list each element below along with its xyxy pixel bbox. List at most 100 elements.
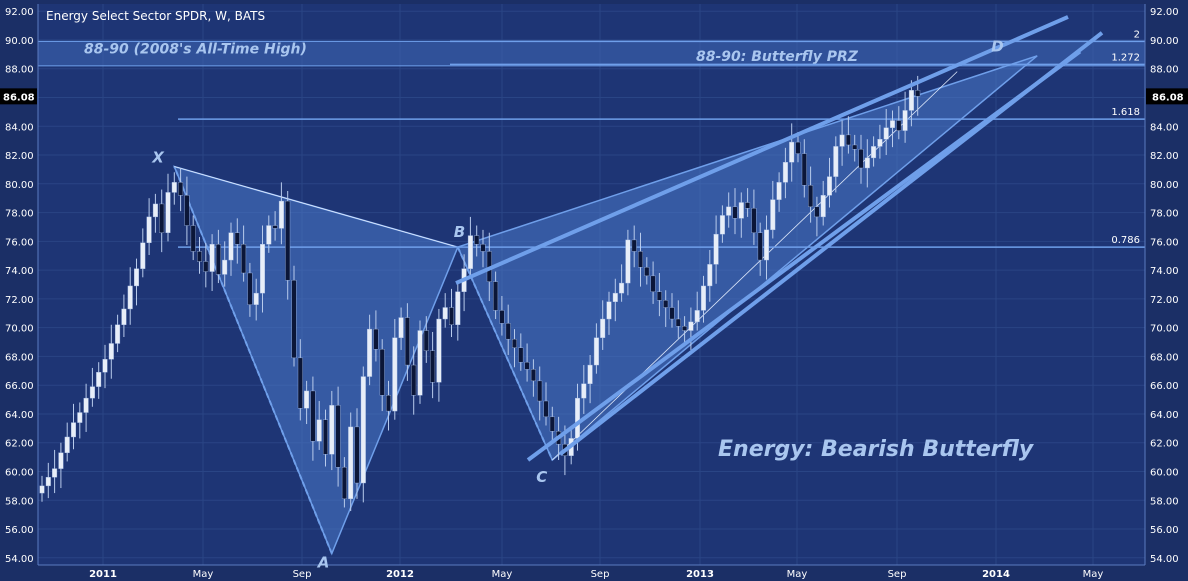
x-tick: Sep — [591, 569, 610, 580]
y-tick-right: 72.00 — [1150, 295, 1179, 306]
x-tick: 2013 — [686, 569, 714, 580]
upper-channel-line — [455, 15, 1069, 285]
candle-down — [915, 90, 921, 97]
candle-down — [631, 239, 637, 252]
cd-thin-line — [552, 71, 958, 461]
candle-up — [222, 259, 228, 275]
candle-down — [644, 267, 650, 277]
zone-prz-label: 88-90: Butterfly PRZ — [696, 49, 859, 65]
candle-up — [625, 239, 631, 284]
y-tick-left: 78.00 — [5, 209, 34, 220]
y-tick-right: 82.00 — [1150, 151, 1179, 162]
candle-up — [39, 485, 45, 494]
candle-down — [505, 323, 511, 340]
y-tick-left: 58.00 — [5, 496, 34, 507]
candle-up — [701, 285, 707, 311]
candle-up — [52, 468, 58, 478]
candle-down — [745, 202, 751, 209]
candle-down — [423, 330, 429, 351]
y-tick-right: 60.00 — [1150, 468, 1179, 479]
fib-level-label: 0.786 — [1111, 235, 1140, 246]
trendlines — [455, 15, 1104, 462]
candle-down — [675, 318, 681, 327]
point-label-a: A — [317, 553, 330, 571]
last-price-tag-right — [1146, 88, 1188, 105]
candle-down — [808, 185, 814, 208]
y-tick-left: 60.00 — [5, 468, 34, 479]
candle-down — [285, 200, 291, 281]
y-tick-left: 90.00 — [5, 36, 34, 47]
candle-up — [707, 264, 713, 287]
candle-up — [304, 390, 310, 409]
candle-down — [732, 206, 738, 219]
candle-down — [852, 144, 858, 150]
candle-up — [600, 318, 606, 338]
x-tick: Sep — [888, 569, 907, 580]
candle-up — [908, 90, 914, 111]
y-tick-right: 64.00 — [1150, 410, 1179, 421]
candle-up — [171, 182, 177, 193]
candle-up — [121, 308, 127, 325]
fib-levels: 2 1.272 1.618 0.786 — [178, 29, 1145, 248]
y-tick-left: 54.00 — [5, 554, 34, 565]
y-tick-left: 76.00 — [5, 237, 34, 248]
xb-thin-line — [174, 166, 458, 248]
candle-down — [480, 244, 486, 252]
point-label-c: C — [536, 468, 547, 486]
candle-up — [96, 372, 102, 387]
candle-down — [512, 338, 518, 348]
candle-up — [115, 324, 121, 344]
candle-down — [449, 307, 455, 325]
candle-up — [360, 376, 366, 484]
candle-down — [493, 281, 499, 311]
candle-down — [184, 195, 190, 226]
candle-down — [669, 307, 675, 320]
candle-down — [524, 361, 530, 370]
candle-up — [694, 310, 700, 323]
zone-ath-label: 88-90 (2008's All-Time High) — [84, 41, 307, 57]
candle-down — [234, 232, 240, 245]
candle-up — [102, 359, 108, 373]
y-tick-left: 72.00 — [5, 295, 34, 306]
candle-down — [341, 466, 347, 500]
x-tick: 2012 — [386, 569, 414, 580]
candle-down — [751, 208, 757, 233]
candle-down — [757, 232, 763, 261]
y-tick-left: 80.00 — [5, 180, 34, 191]
candle-down — [373, 328, 379, 350]
candle-up — [316, 419, 322, 442]
candle-up — [133, 268, 139, 287]
candle-down — [404, 317, 410, 366]
candle-down — [537, 380, 543, 402]
candle-up — [278, 200, 284, 229]
point-label-b: B — [454, 223, 465, 241]
candle-up — [77, 412, 83, 423]
candle-up — [348, 426, 354, 500]
candle-up — [146, 216, 152, 243]
last-price-label-right: 86.08 — [1152, 92, 1184, 103]
x-tick: 2014 — [982, 569, 1010, 580]
y-tick-right: 92.00 — [1150, 7, 1179, 18]
candle-down — [310, 390, 316, 442]
point-label-x: X — [151, 149, 165, 167]
candle-up — [883, 127, 889, 140]
x-tick: May — [492, 569, 513, 580]
candle-up — [228, 232, 234, 261]
fib-level-label: 2 — [1134, 29, 1140, 40]
candle-down — [499, 310, 505, 324]
candle-up — [467, 235, 473, 269]
chart-title: Energy Select Sector SPDR, W, BATS — [46, 9, 265, 23]
candle-down — [530, 369, 536, 382]
y-tick-left: 56.00 — [5, 525, 34, 536]
candle-up — [127, 285, 133, 310]
candle-up — [64, 436, 70, 454]
y-tick-left: 62.00 — [5, 439, 34, 450]
y-tick-left: 82.00 — [5, 151, 34, 162]
candle-up — [260, 244, 266, 294]
candle-down — [159, 203, 165, 233]
y-tick-right: 70.00 — [1150, 324, 1179, 335]
candle-up — [392, 337, 398, 412]
candle-down — [335, 405, 341, 468]
candle-down — [656, 291, 662, 301]
y-tick-left: 92.00 — [5, 7, 34, 18]
